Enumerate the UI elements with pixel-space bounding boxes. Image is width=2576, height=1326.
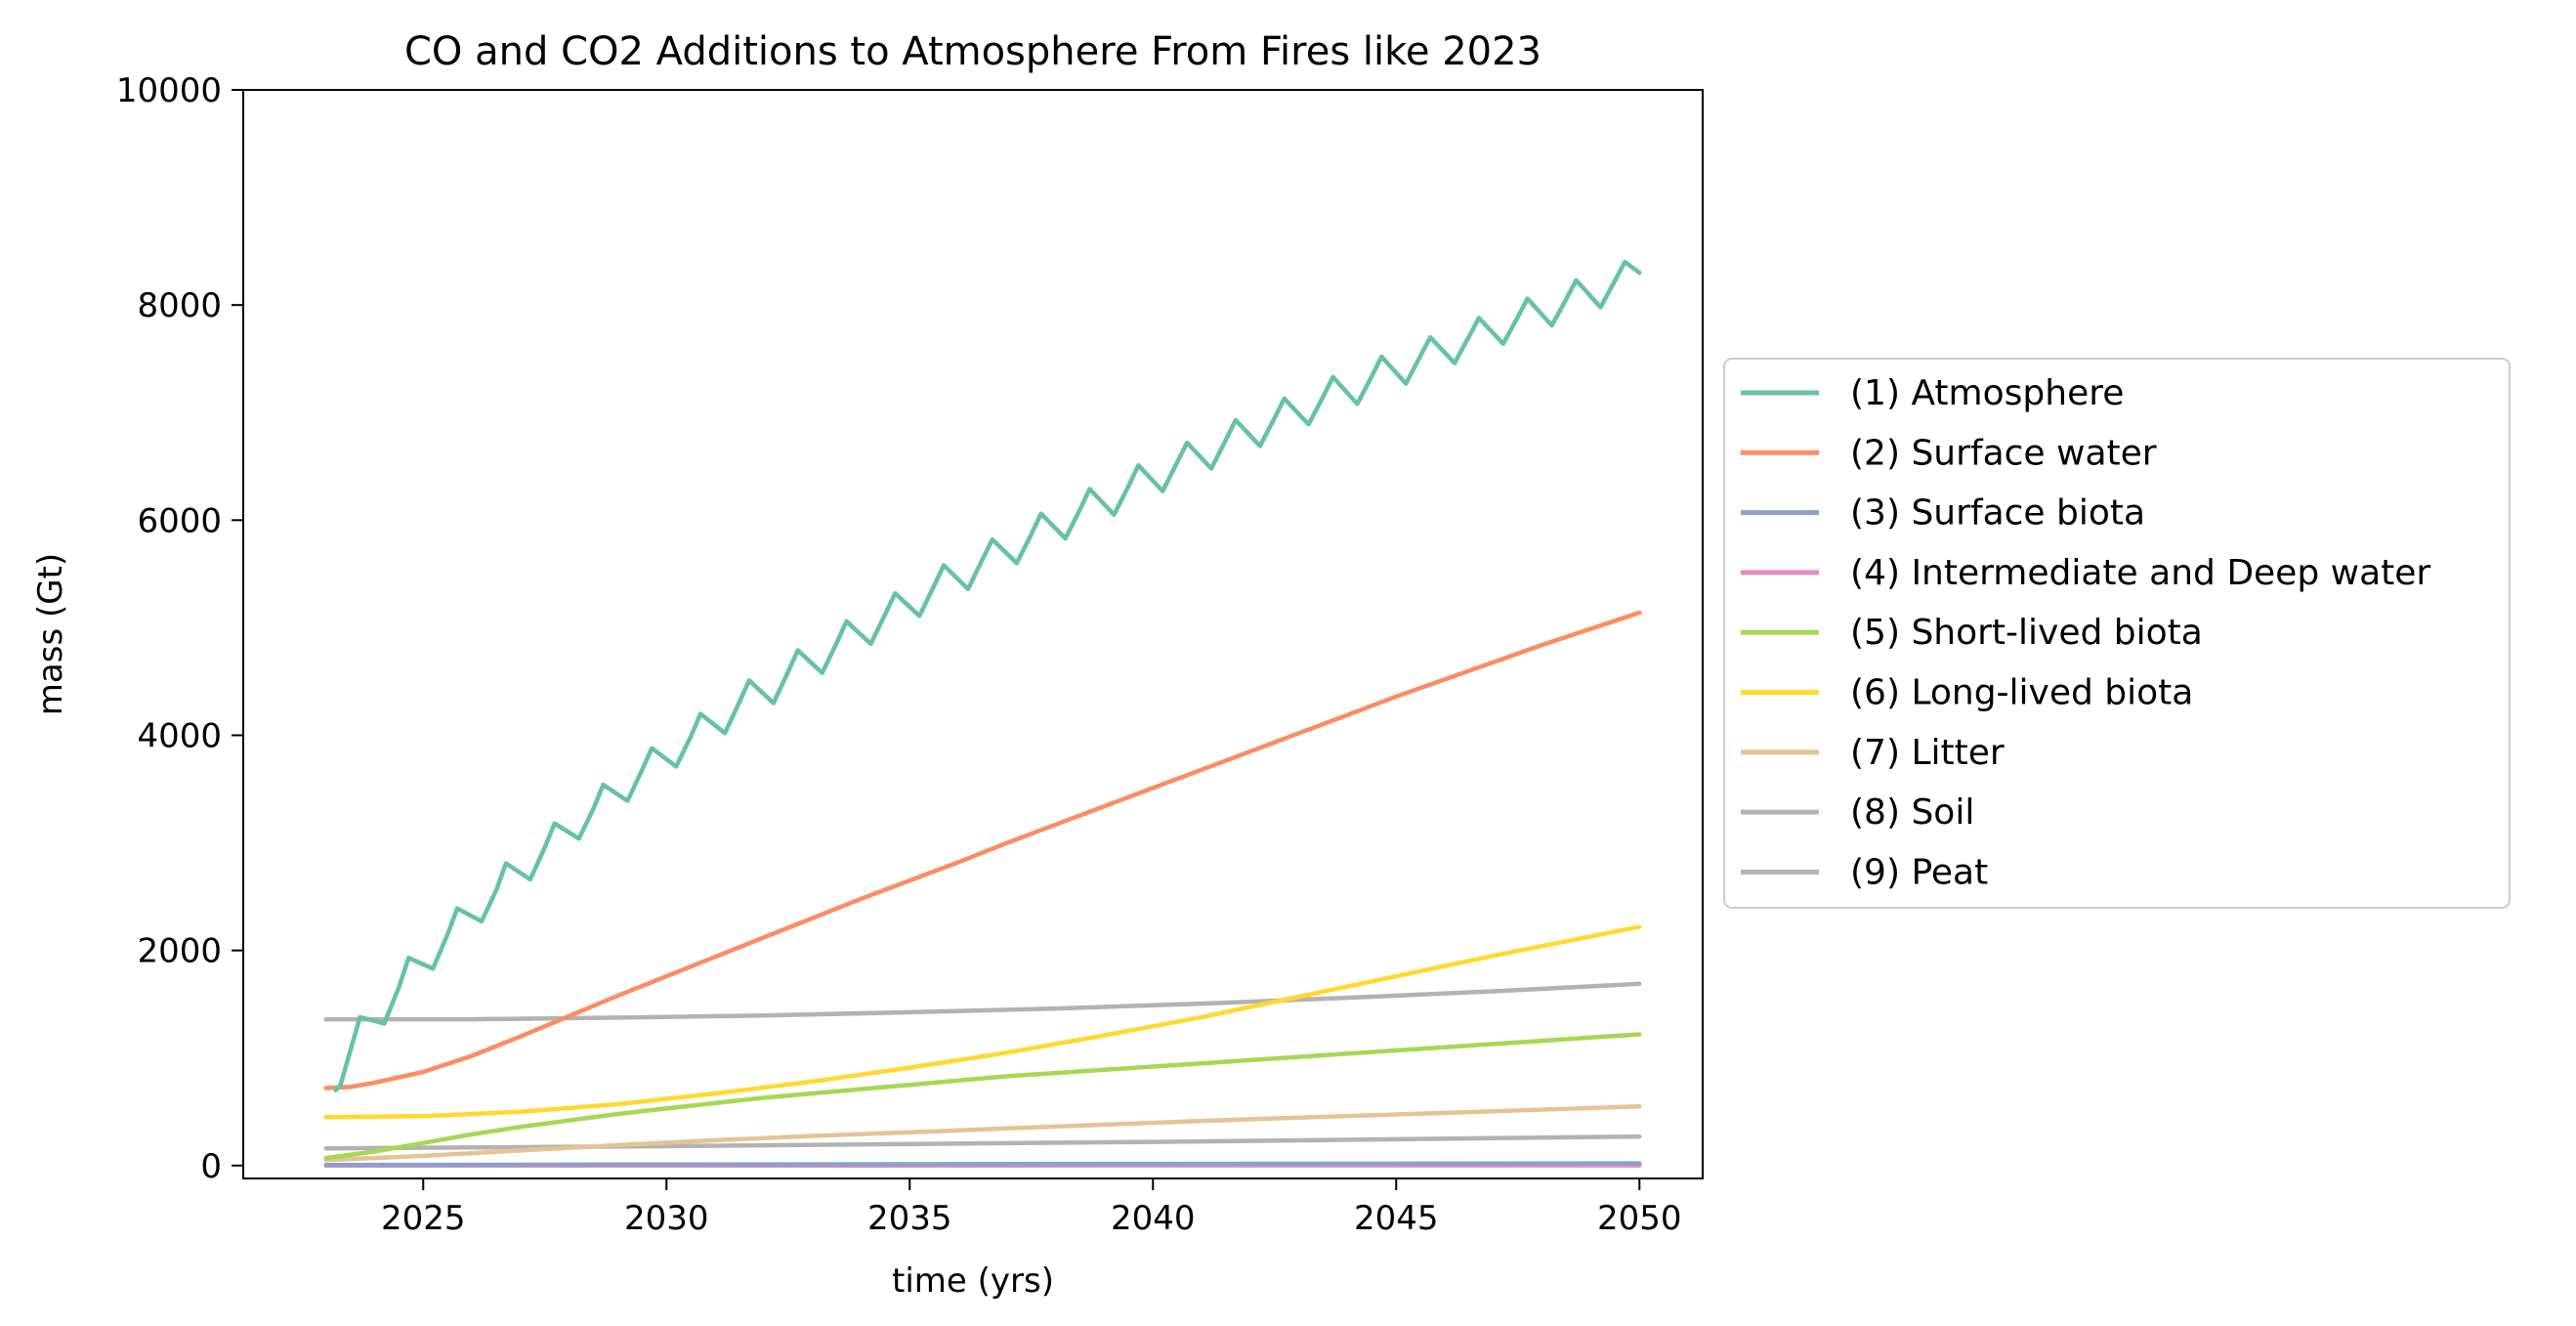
series-line-8 (323, 1134, 1642, 1151)
legend-label: (6) Long-lived biota (1850, 673, 2193, 713)
series-line-1 (333, 259, 1642, 1092)
legend-label: (3) Surface biota (1850, 493, 2145, 534)
series-line-2 (323, 610, 1642, 1091)
legend-label: (9) Peat (1850, 852, 1988, 892)
legend-label: (1) Atmosphere (1850, 373, 2124, 413)
x-axis: 2025 2030 2035 2040 2045 2050 (381, 1178, 1682, 1238)
series-line-3 (323, 1161, 1642, 1168)
legend: (1) Atmosphere (2) Surface water (3) Surfa… (1723, 358, 2511, 909)
legend-label: (5) Short-lived biota (1850, 613, 2203, 653)
x-tick-label: 2050 (1597, 1199, 1682, 1238)
series-layer (323, 259, 1642, 1169)
x-axis-label: time (yrs) (892, 1262, 1054, 1301)
x-tick-label: 2030 (624, 1199, 709, 1238)
legend-label: (4) Intermediate and Deep water (1850, 553, 2430, 593)
y-axis: 0 2000 4000 6000 8000 10000 (116, 71, 243, 1186)
series-line-9 (323, 981, 1642, 1022)
y-tick-label: 10000 (116, 71, 222, 110)
y-tick-label: 6000 (137, 501, 222, 540)
y-tick-label: 0 (200, 1147, 222, 1186)
x-tick-label: 2045 (1354, 1199, 1439, 1238)
series-line-6 (323, 924, 1642, 1120)
y-tick-label: 4000 (137, 716, 222, 755)
plot-frame (242, 89, 1704, 1179)
y-tick-label: 2000 (137, 932, 222, 971)
legend-label: (8) Soil (1850, 792, 1974, 833)
legend-frame (1723, 358, 2511, 909)
x-tick-label: 2035 (867, 1199, 952, 1238)
legend-label: (2) Surface water (1850, 433, 2157, 473)
y-tick-label: 8000 (137, 286, 222, 325)
series-line-5 (323, 1032, 1642, 1161)
x-tick-label: 2040 (1111, 1199, 1196, 1238)
legend-label: (7) Litter (1850, 733, 2005, 773)
chart-title: CO and CO2 Additions to Atmosphere From … (404, 29, 1541, 74)
x-tick-label: 2025 (381, 1199, 466, 1238)
series-line-7 (323, 1103, 1642, 1163)
y-axis-label: mass (Gt) (31, 553, 70, 715)
